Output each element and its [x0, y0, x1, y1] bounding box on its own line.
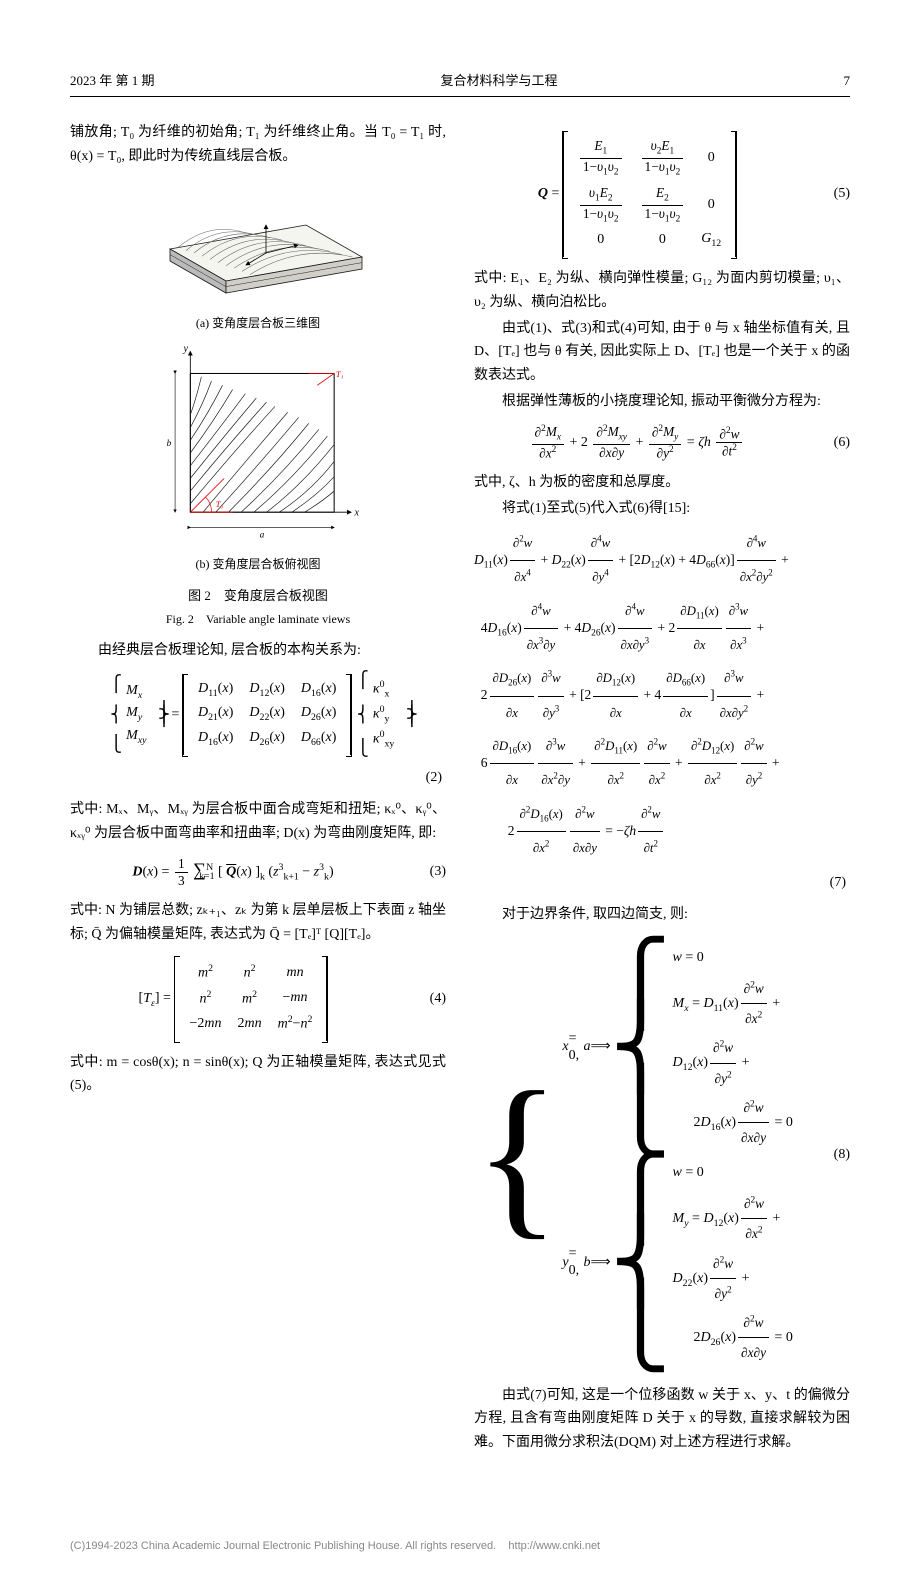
page-footer: (C)1994-2023 China Academic Journal Elec… [70, 1517, 850, 1556]
para-substitute: 将式(1)至式(5)代入式(6)得[15]: [474, 497, 850, 521]
para-eq2-desc: 式中: Mₓ、Mᵧ、Mₓᵧ 为层合板中面合成弯矩和扭矩; κₓ⁰、κᵧ⁰、κₓᵧ… [70, 798, 446, 846]
two-column-layout: 铺放角; T₀ 为纤维的初始角; T₁ 为纤维终止角。当 T₀ = T₁ 时, … [70, 121, 850, 1457]
eq4-number: (4) [396, 987, 446, 1011]
figure-2d-laminate: x y T₀ [148, 343, 368, 546]
page-header: 2023 年 第 1 期 复合材料科学与工程 7 [70, 70, 850, 97]
left-column: 铺放角; T₀ 为纤维的初始角; T₁ 为纤维终止角。当 T₀ = T₁ 时, … [70, 121, 446, 1457]
svg-text:y: y [183, 344, 189, 355]
svg-text:x: x [353, 508, 359, 519]
caption-fig-a: (a) 变角度层合板三维图 [70, 313, 446, 333]
eq5-number: (5) [800, 182, 850, 206]
equation-8: { x = 0, a ⟹ ⎧⎨⎩ w = 0 Mx = D11(x)∂2w∂x2… [474, 937, 850, 1374]
caption-fig-main: 图 2 变角度层合板视图 [70, 585, 446, 607]
equation-3: D(x) = 13 ∑Nk=1 [ Q(x) ]k (z3k+1 − z3k) … [70, 856, 446, 889]
equation-2: MxMyMxy = D11(x)D12(x)D16(x) D21(x)D22(x… [70, 673, 446, 757]
svg-text:b: b [167, 439, 172, 449]
para-classical-theory: 由经典层合板理论知, 层合板的本构关系为: [70, 639, 446, 663]
figure-3d-laminate [138, 177, 378, 305]
para-eq6-desc: 式中, ζ、h 为板的密度和总厚度。 [474, 471, 850, 495]
svg-text:T₀: T₀ [216, 499, 224, 509]
para-boundary: 对于边界条件, 取四边简支, 则: [474, 903, 850, 927]
para-theta-x: 由式(1)、式(3)和式(4)可知, 由于 θ 与 x 轴坐标值有关, 且 D、… [474, 317, 850, 388]
caption-fig-en: Fig. 2 Variable angle laminate views [70, 609, 446, 629]
eq7-number: (7) [474, 871, 850, 895]
svg-text:a: a [260, 531, 265, 541]
eq2-number: (2) [70, 766, 446, 790]
footer-copyright: (C)1994-2023 China Academic Journal Elec… [70, 1540, 496, 1552]
equation-5: Q = E11−υ1υ2 υ2E11−υ1υ2 0 υ1E21−υ1υ2 E21… [474, 131, 850, 257]
header-right: 7 [844, 70, 851, 92]
eq6-number: (6) [800, 431, 850, 455]
para-final: 由式(7)可知, 这是一个位移函数 w 关于 x、y、t 的偏微分方程, 且含有… [474, 1384, 850, 1455]
caption-fig-b: (b) 变角度层合板俯视图 [70, 554, 446, 574]
equation-6: ∂2Mx∂x2 + 2 ∂2Mxy∂x∂y + ∂2My∂y2 = ζh ∂2w… [474, 424, 850, 462]
equation-7: D11(x)∂2w∂x4 + D22(x)∂4w∂y4 + [2D12(x) +… [474, 527, 850, 865]
header-center: 复合材料科学与工程 [441, 70, 558, 92]
para-eq5-desc: 式中: E₁、E₂ 为纵、横向弹性模量; G₁₂ 为面内剪切模量; υ₁、υ₂ … [474, 267, 850, 315]
footer-link[interactable]: http://www.cnki.net [508, 1540, 600, 1552]
eq8-number: (8) [800, 1143, 850, 1167]
para-thin-plate: 根据弹性薄板的小挠度理论知, 振动平衡微分方程为: [474, 390, 850, 414]
right-column: Q = E11−υ1υ2 υ2E11−υ1υ2 0 υ1E21−υ1υ2 E21… [474, 121, 850, 1457]
equation-4: [Tε] = m2n2mn n2m2−mn −2mn2mnm2−n2 (4) [70, 956, 446, 1040]
para-eq3-desc: 式中: N 为铺层总数; zₖ₊₁、zₖ 为第 k 层单层板上下表面 z 轴坐标… [70, 899, 446, 947]
para-eq4-desc: 式中: m = cosθ(x); n = sinθ(x); Q 为正轴模量矩阵,… [70, 1051, 446, 1099]
svg-text:T₁: T₁ [336, 369, 344, 379]
header-left: 2023 年 第 1 期 [70, 70, 155, 92]
para-angle-def: 铺放角; T₀ 为纤维的初始角; T₁ 为纤维终止角。当 T₀ = T₁ 时, … [70, 121, 446, 169]
eq3-number: (3) [396, 860, 446, 884]
